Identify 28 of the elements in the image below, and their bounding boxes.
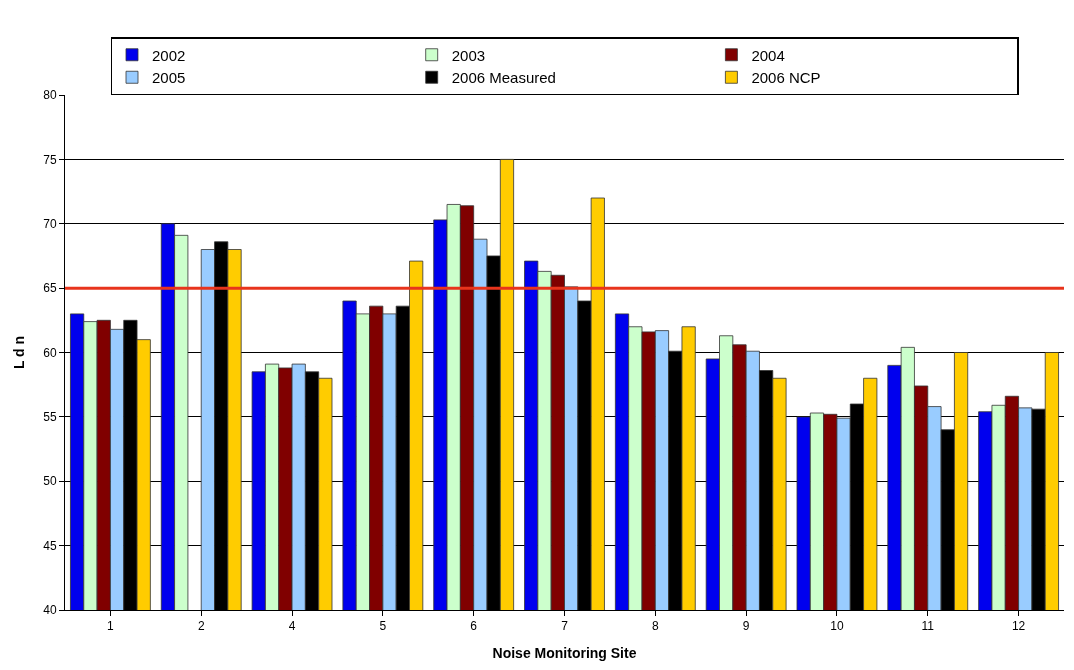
y-tick-label: 40 <box>43 603 57 618</box>
legend-label: 2003 <box>451 46 486 64</box>
y-tick-label: 45 <box>43 538 57 553</box>
y-axis-title: L d n <box>10 335 27 370</box>
legend-label: 2002 <box>152 46 186 64</box>
x-tick-label: 1 <box>107 619 115 634</box>
legend-label: 2006 Measured <box>451 69 556 87</box>
y-tick-label: 50 <box>43 474 57 489</box>
x-tick-label: 12 <box>1011 619 1026 634</box>
y-tick-label: 55 <box>43 410 57 425</box>
x-tick-label: 5 <box>379 619 387 634</box>
x-tick-label: 10 <box>830 619 844 634</box>
y-tick-label: 80 <box>43 88 57 103</box>
x-tick-label: 7 <box>561 619 569 634</box>
x-tick-label: 4 <box>288 619 296 634</box>
legend-label: 2006 NCP <box>751 69 821 87</box>
x-tick-label: 6 <box>470 619 478 634</box>
y-tick-label: 60 <box>43 345 57 360</box>
x-tick-label: 8 <box>651 619 659 634</box>
y-tick-label: 65 <box>43 281 57 296</box>
legend-label: 2004 <box>751 46 785 64</box>
x-axis-title: Noise Monitoring Site <box>492 644 637 661</box>
x-tick-label: 9 <box>742 619 750 634</box>
y-tick-label: 70 <box>43 216 57 231</box>
x-tick-label: 11 <box>921 619 935 634</box>
legend-label: 2005 <box>152 69 186 87</box>
x-tick-label: 2 <box>197 619 205 634</box>
y-tick-label: 75 <box>43 152 57 167</box>
